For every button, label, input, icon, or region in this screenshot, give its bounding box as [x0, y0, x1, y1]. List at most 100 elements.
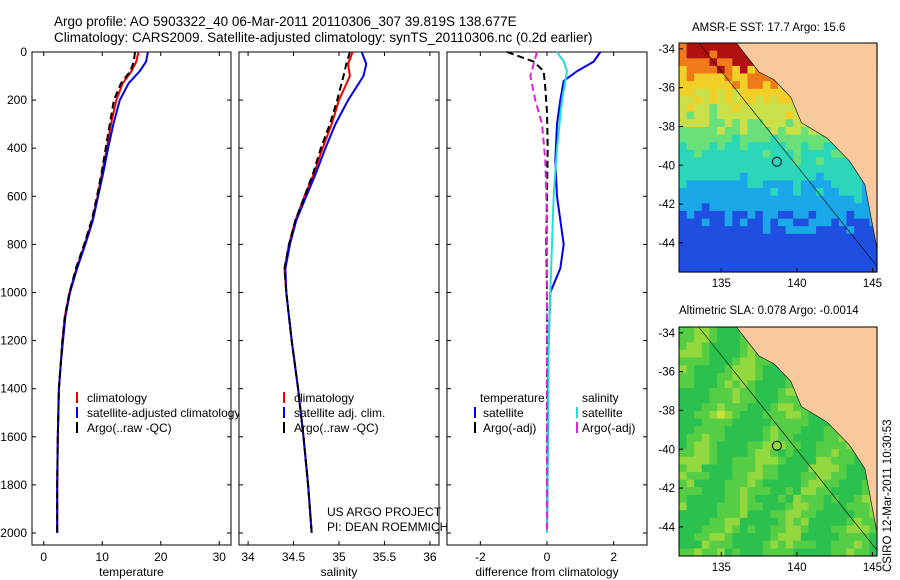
map-cell: [808, 502, 817, 511]
map-cell: [770, 365, 779, 374]
map-cell: [831, 441, 840, 450]
map-cell: [709, 256, 718, 265]
map-cell: [793, 533, 802, 542]
map-cell: [747, 494, 756, 504]
map-cell: [800, 441, 809, 450]
map-cell: [770, 104, 779, 113]
map-cell: [778, 165, 787, 174]
map-cell: [739, 256, 749, 265]
map-cell: [808, 188, 817, 197]
plot-frame: [31, 51, 232, 546]
map-cell: [686, 165, 695, 174]
map-cell: [755, 218, 764, 227]
map-cell: [816, 172, 825, 181]
map-cell: [755, 548, 764, 557]
map-cell: [739, 233, 749, 242]
map-cell: [747, 395, 756, 404]
map-cell: [762, 441, 771, 450]
argo-position-marker: [771, 156, 782, 167]
map-cell: [739, 349, 749, 359]
map-y-tick-label: -40: [658, 444, 675, 456]
map-cell: [762, 134, 771, 143]
map-cell: [709, 157, 718, 166]
map-cell: [793, 403, 802, 412]
map-cell: [785, 256, 794, 265]
map-cell: [679, 449, 688, 458]
map-cell: [816, 142, 825, 151]
map-y-tick-label: -38: [658, 405, 675, 417]
map-cell: [808, 479, 817, 488]
map-cell: [679, 357, 688, 366]
map-cell: [808, 510, 817, 519]
map-cell: [701, 464, 710, 473]
map-cell: [778, 426, 787, 435]
map-cell: [793, 510, 802, 519]
map-cell: [732, 365, 741, 374]
map-cell: [717, 96, 726, 105]
map-cell: [869, 233, 878, 242]
map-cell: [831, 157, 840, 166]
map-cell: [732, 525, 741, 534]
map-cell: [808, 411, 817, 420]
map-cell: [770, 403, 779, 412]
map-cell: [800, 241, 809, 250]
map-cell: [854, 188, 863, 197]
x-tick-label: 35.5: [373, 550, 397, 564]
map-cell: [778, 441, 787, 450]
map-cell: [732, 548, 741, 557]
map-cell: [808, 256, 817, 265]
map-cell: [739, 334, 749, 343]
map-cell: [679, 73, 688, 82]
map-cell: [732, 334, 741, 343]
map-cell: [694, 172, 703, 181]
x-tick-label: 36: [423, 550, 437, 564]
map-cell: [770, 142, 779, 151]
map-cell: [717, 241, 726, 250]
map-cell: [739, 264, 749, 273]
map-cell: [686, 449, 695, 458]
map-cell: [838, 540, 848, 549]
map-cell: [800, 165, 809, 174]
map-cell: [679, 256, 688, 265]
map-cell: [724, 233, 733, 242]
map-cell: [679, 342, 688, 351]
map-cell: [732, 327, 741, 336]
map-cell: [694, 403, 703, 412]
map-cell: [686, 380, 695, 389]
map-cell: [739, 494, 749, 504]
map-cell: [732, 502, 741, 511]
map-cell: [770, 426, 779, 435]
map-cell: [838, 472, 848, 481]
map-cell: [838, 441, 848, 450]
map-cell: [823, 464, 832, 473]
map-cell: [694, 449, 703, 458]
map-cell: [755, 395, 764, 404]
map-cell: [823, 233, 832, 242]
map-cell: [854, 218, 863, 227]
map-cell: [800, 494, 809, 504]
map-cell: [694, 218, 703, 227]
map-cell: [686, 50, 695, 59]
legend-label: satellite: [582, 406, 623, 420]
map-cell: [755, 510, 764, 519]
map-cell: [709, 525, 718, 534]
map-cell: [770, 510, 779, 519]
map-cell: [793, 411, 802, 420]
series-line: [56, 51, 136, 533]
map-cell: [701, 334, 710, 343]
map-cell: [679, 195, 688, 204]
map-cell: [732, 433, 741, 443]
map-cell: [793, 487, 802, 496]
map-cell: [778, 494, 787, 504]
map-cell: [793, 540, 802, 549]
map-cell: [739, 50, 749, 59]
map-cell: [793, 441, 802, 450]
map-cell: [709, 502, 718, 511]
map-cell: [823, 157, 832, 166]
map-cell: [724, 195, 733, 204]
y-tick-label: 800: [7, 237, 27, 251]
map-cell: [831, 472, 840, 481]
map-cell: [823, 487, 832, 496]
map-cell: [701, 380, 710, 389]
map-cell: [800, 127, 809, 136]
